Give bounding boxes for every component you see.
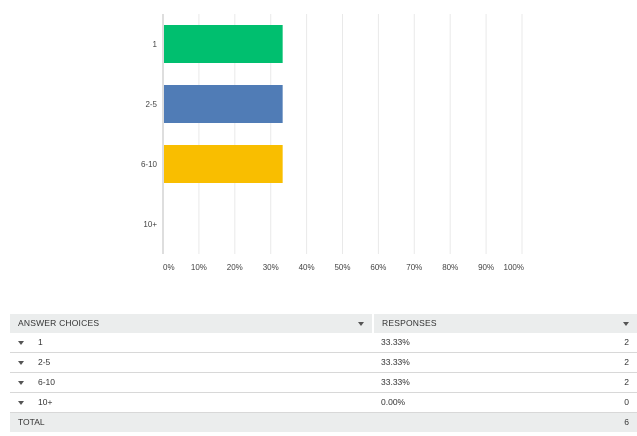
chevron-down-icon[interactable]: [18, 380, 24, 385]
bar: [164, 25, 283, 63]
total-label: TOTAL: [10, 412, 373, 432]
answer-choice-label: 1: [38, 337, 43, 347]
total-row: TOTAL 6: [10, 412, 637, 432]
x-tick-label: 70%: [406, 263, 422, 272]
chevron-down-icon[interactable]: [18, 360, 24, 365]
category-label: 2-5: [145, 100, 157, 109]
table-header-row: ANSWER CHOICES RESPONSES: [10, 314, 637, 333]
category-label: 1: [153, 40, 158, 49]
table-row: 10+ 0.00% 0: [10, 392, 637, 413]
answer-choices-header[interactable]: ANSWER CHOICES: [10, 314, 373, 333]
response-percent: 0.00%: [373, 392, 609, 413]
x-tick-label: 0%: [163, 263, 175, 272]
x-tick-label: 60%: [370, 263, 386, 272]
bar: [164, 85, 283, 123]
x-tick-label: 100%: [504, 263, 524, 272]
x-tick-label: 30%: [263, 263, 279, 272]
chevron-down-icon[interactable]: [18, 340, 24, 345]
x-tick-label: 90%: [478, 263, 494, 272]
response-count: 0: [609, 392, 637, 413]
bar-chart: 0% 10% 20% 30% 40% 50% 60% 70% 80% 90% 100% 1 2-5 6-1…: [141, 14, 524, 272]
x-tick-label: 40%: [299, 263, 315, 272]
response-percent: 33.33%: [373, 333, 609, 353]
sort-caret-icon[interactable]: [358, 322, 364, 326]
answer-choice-cell[interactable]: 6-10: [10, 372, 373, 393]
response-count: 2: [609, 372, 637, 393]
category-label: 10+: [143, 220, 157, 229]
answer-choice-cell[interactable]: 2-5: [10, 352, 373, 373]
total-spacer: [373, 412, 609, 432]
sort-caret-icon[interactable]: [623, 322, 629, 326]
table-row: 1 33.33% 2: [10, 333, 637, 353]
response-count: 2: [609, 333, 637, 353]
x-tick-label: 10%: [191, 263, 207, 272]
total-count: 6: [609, 412, 637, 432]
answer-choice-cell[interactable]: 10+: [10, 392, 373, 413]
x-tick-label: 80%: [442, 263, 458, 272]
response-percent: 33.33%: [373, 372, 609, 393]
response-percent: 33.33%: [373, 352, 609, 373]
answer-choices-header-label: ANSWER CHOICES: [18, 318, 100, 328]
chevron-down-icon[interactable]: [18, 400, 24, 405]
answer-choice-cell[interactable]: 1: [10, 333, 373, 353]
responses-table: ANSWER CHOICES RESPONSES 1 33.33% 2 2-5 …: [10, 314, 637, 432]
answer-choice-label: 10+: [38, 397, 53, 407]
category-label: 6-10: [141, 160, 158, 169]
answer-choice-label: 6-10: [38, 377, 56, 387]
table-row: 6-10 33.33% 2: [10, 372, 637, 393]
x-tick-label: 20%: [227, 263, 243, 272]
bar: [164, 145, 283, 183]
table-row: 2-5 33.33% 2: [10, 352, 637, 373]
responses-header-label: RESPONSES: [382, 318, 437, 328]
response-count: 2: [609, 352, 637, 373]
responses-header[interactable]: RESPONSES: [372, 314, 637, 333]
answer-choice-label: 2-5: [38, 357, 51, 367]
x-tick-label: 50%: [334, 263, 350, 272]
